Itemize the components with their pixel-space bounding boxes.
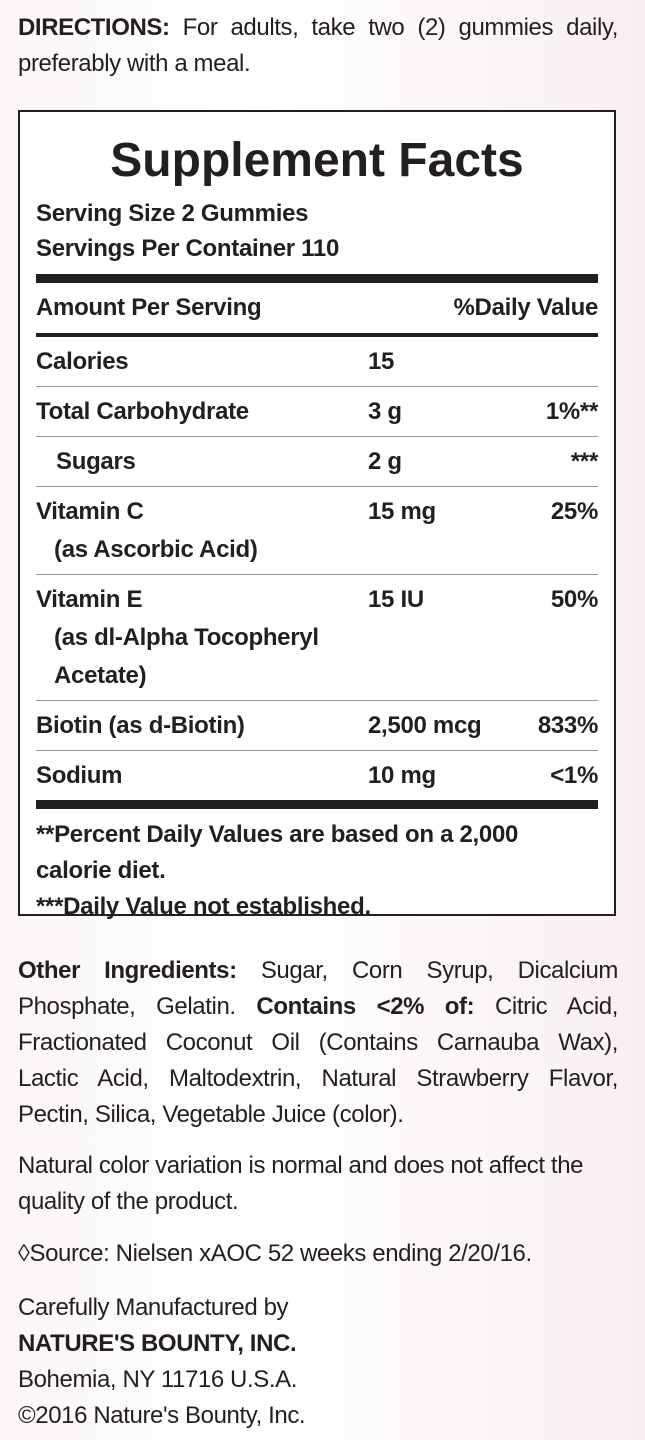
ingredient-text: Sugar, Corn Syrup, Dicalcium Phosphate, … xyxy=(18,957,618,1020)
nutrient-cell: Vitamin E (as dl-Alpha Tocopheryl Acetate… xyxy=(36,581,368,695)
amount: 15 IU xyxy=(368,586,424,613)
facts-row: Biotin (as d-Biotin) 2,500 mcg 833% xyxy=(36,701,598,751)
other-ingredients: Other Ingredients: Sugar, Corn Syrup, Di… xyxy=(18,953,618,1133)
nutrient-cell: Sodium xyxy=(36,757,368,795)
divider xyxy=(36,800,598,809)
nutrient-detail: (as dl-Alpha Tocopheryl Acetate) xyxy=(54,624,319,689)
nutrient-cell: Total Carbohydrate xyxy=(36,393,368,431)
divider xyxy=(36,274,598,283)
nutrient-name: Calories xyxy=(36,348,129,375)
directions-label: DIRECTIONS: xyxy=(18,14,170,41)
dv-header: %Daily Value xyxy=(453,294,599,321)
nutrient-cell: Calories xyxy=(36,343,368,381)
serving-size: Serving Size 2 Gummies xyxy=(36,200,309,227)
amount: 3 g xyxy=(368,398,402,425)
ingredient-text: Contains <2% of: xyxy=(256,993,475,1020)
facts-rows: Calories 15 Total Carbohydrate 3 g 1%** Sugar… xyxy=(36,337,598,800)
footnote: ***Daily Value not established. xyxy=(36,893,371,920)
footnote: **Percent Daily Values are based on a 2,… xyxy=(36,821,519,884)
nutrient-cell: Vitamin C (as Ascorbic Acid) xyxy=(36,493,368,569)
daily-value: 25% xyxy=(550,498,598,525)
daily-value: 50% xyxy=(550,586,598,613)
amount: 2,500 mcg xyxy=(368,712,482,739)
directions: DIRECTIONS: For adults, take two (2) gum… xyxy=(18,10,618,82)
amount-header: Amount Per Serving xyxy=(36,294,262,321)
daily-value: *** xyxy=(570,448,598,475)
facts-row: Total Carbohydrate 3 g 1%** xyxy=(36,387,598,437)
nutrient-name: Total Carbohydrate xyxy=(36,398,249,425)
manufacturer-address: Bohemia, NY 11716 U.S.A. xyxy=(18,1366,298,1393)
amount: 15 xyxy=(368,348,395,375)
directions-text: For adults, take two (2) gummies daily, … xyxy=(18,14,618,77)
daily-value: <1% xyxy=(550,762,598,789)
amount: 10 mg xyxy=(368,762,436,789)
manufacturer: Carefully Manufactured by NATURE'S BOUNT… xyxy=(18,1290,618,1434)
nutrient-cell: Sugars xyxy=(36,443,368,481)
facts-row: Vitamin E (as dl-Alpha Tocopheryl Acetate… xyxy=(36,575,598,701)
divider xyxy=(36,333,598,337)
facts-row: Calories 15 xyxy=(36,337,598,387)
facts-title: Supplement Facts xyxy=(110,134,524,187)
manufacturer-name: NATURE'S BOUNTY, INC. xyxy=(18,1330,297,1357)
servings-per-container: Servings Per Container 110 xyxy=(36,235,340,262)
nutrient-name: Biotin (as d-Biotin) xyxy=(36,712,245,739)
supplement-facts: Supplement Facts Serving Size 2 Gummies … xyxy=(18,110,616,920)
facts-row: Sugars 2 g *** xyxy=(36,437,598,487)
daily-value: 1%** xyxy=(545,398,598,425)
manufacturer-intro: Carefully Manufactured by xyxy=(18,1294,289,1321)
amount: 15 mg xyxy=(368,498,436,525)
nutrient-name: Sugars xyxy=(56,448,136,475)
color-note: Natural color variation is normal and do… xyxy=(18,1152,584,1215)
nutrient-detail: (as Ascorbic Acid) xyxy=(54,536,258,563)
ingredient-text: Other Ingredients: xyxy=(18,957,237,984)
daily-value: 833% xyxy=(537,712,598,739)
nutrient-name: Sodium xyxy=(36,762,123,789)
facts-row: Vitamin C (as Ascorbic Acid) 15 mg 25% xyxy=(36,487,598,575)
amount: 2 g xyxy=(368,448,402,475)
source: ◊Source: Nielsen xAOC 52 weeks ending 2/… xyxy=(18,1240,532,1267)
nutrient-name: Vitamin C xyxy=(36,498,144,525)
facts-row: Sodium 10 mg <1% xyxy=(36,751,598,800)
daily-value-cell xyxy=(503,343,598,381)
ingredient-text: Citric Acid, Fractionated Coconut Oil (C… xyxy=(18,993,618,1128)
footnotes: **Percent Daily Values are based on a 2,… xyxy=(36,809,598,925)
nutrient-name: Vitamin E xyxy=(36,586,143,613)
nutrient-cell: Biotin (as d-Biotin) xyxy=(36,707,368,745)
copyright: ©2016 Nature's Bounty, Inc. xyxy=(18,1402,306,1429)
facts-header: Amount Per Serving %Daily Value xyxy=(36,283,598,333)
